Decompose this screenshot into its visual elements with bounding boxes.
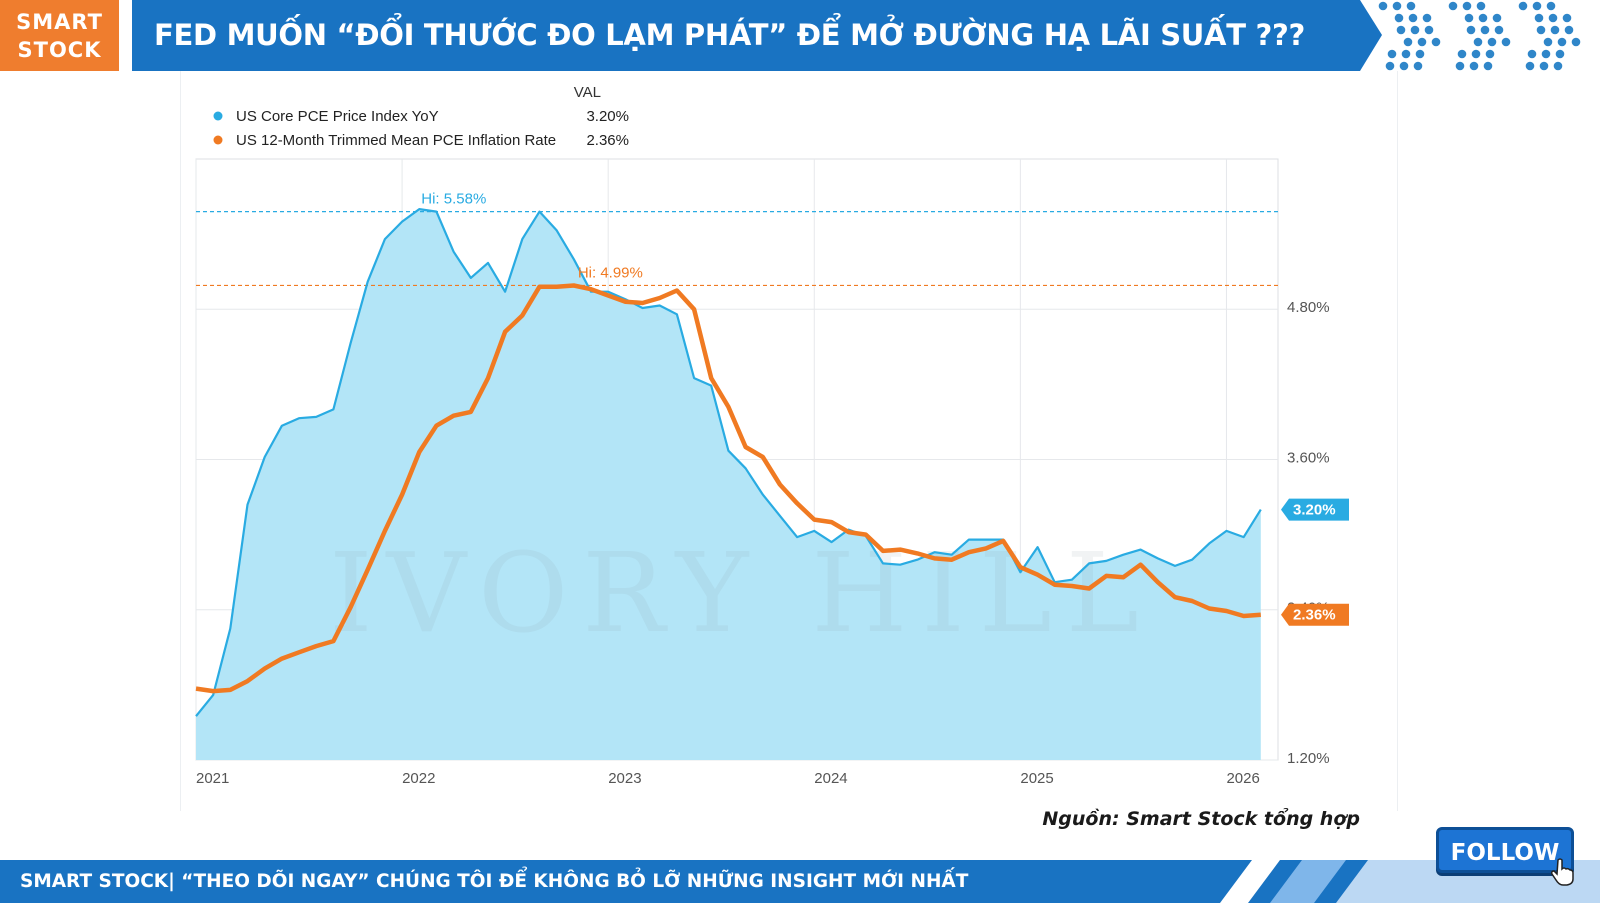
logo-line-2: STOCK <box>17 37 102 62</box>
decor-dot <box>1539 61 1549 71</box>
decor-dot <box>1406 1 1416 11</box>
decor-dot <box>1541 49 1551 59</box>
legend-header: VAL <box>574 84 601 101</box>
y-tick-label: 3.60% <box>1287 449 1330 466</box>
footer-text: SMART STOCK| “THEO DÕI NGAY” CHÚNG TÔI Đ… <box>20 871 969 892</box>
decor-dot <box>1462 1 1472 11</box>
decor-dot <box>1555 49 1565 59</box>
decor-dot <box>1564 25 1574 35</box>
decor-dot <box>1415 49 1425 59</box>
legend-marker <box>213 111 223 121</box>
decor-dot <box>1448 1 1458 11</box>
title-banner <box>132 0 1382 71</box>
decor-dot <box>1471 49 1481 59</box>
series-line-trimmed-mean-pce <box>195 283 1261 694</box>
decor-dot <box>1401 49 1411 59</box>
decor-dot <box>1478 13 1488 23</box>
decor-dot <box>1422 13 1432 23</box>
decor-dot <box>1492 13 1502 23</box>
hand-cursor-icon <box>1551 858 1574 886</box>
logo-line-1: SMART <box>16 9 103 34</box>
x-tick-label: 2023 <box>608 770 641 787</box>
last-value-tag <box>1281 603 1349 626</box>
x-tick-label: 2025 <box>1020 770 1053 787</box>
decor-dot <box>1387 49 1397 59</box>
decor-dot <box>1403 37 1413 47</box>
watermark-text: IVORY HILL <box>329 529 1153 657</box>
decor-dot <box>1385 61 1395 71</box>
decor-dot <box>1487 37 1497 47</box>
decor-dot <box>1464 13 1474 23</box>
decor-dot <box>1396 25 1406 35</box>
chart-panel: 1.20%2.40%3.60%4.80%20212022202320242025… <box>180 71 1398 811</box>
page-title: FED MUỐN “ĐỔI THƯỚC ĐO LẠM PHÁT” ĐỂ MỞ Đ… <box>154 18 1306 52</box>
legend-series-value: 2.36% <box>586 132 629 149</box>
decor-dot <box>1431 37 1441 47</box>
last-value-tag-label: 2.36% <box>1293 607 1336 624</box>
x-tick-label: 2022 <box>402 770 435 787</box>
hi-label: Hi: 5.58% <box>421 191 486 208</box>
decor-dot <box>1532 1 1542 11</box>
legend-series-name: US Core PCE Price Index YoY <box>236 108 439 125</box>
decor-dot <box>1473 37 1483 47</box>
decor-dot <box>1399 61 1409 71</box>
dot-pattern-decoration <box>1378 1 1581 71</box>
inflation-line-chart: 1.20%2.40%3.60%4.80%20212022202320242025… <box>195 84 1349 787</box>
decor-dot <box>1394 13 1404 23</box>
smart-stock-logo: SMART STOCK <box>0 0 119 71</box>
decor-dot <box>1410 25 1420 35</box>
y-tick-label: 4.80% <box>1287 299 1330 316</box>
hi-label: Hi: 4.99% <box>578 264 643 281</box>
follow-button[interactable]: FOLLOW <box>1436 827 1574 873</box>
decor-dot <box>1417 37 1427 47</box>
series-line-core-pce <box>195 208 1262 717</box>
decor-dot <box>1546 1 1556 11</box>
decor-dot <box>1525 61 1535 71</box>
decor-dot <box>1485 49 1495 59</box>
decor-dot <box>1455 61 1465 71</box>
decor-dot <box>1518 1 1528 11</box>
source-note: Nguồn: Smart Stock tổng hợp <box>1042 808 1360 830</box>
decor-dot <box>1476 1 1486 11</box>
decor-dot <box>1378 1 1388 11</box>
decor-dot <box>1534 13 1544 23</box>
legend-series-value: 3.20% <box>586 108 629 125</box>
x-tick-label: 2021 <box>196 770 229 787</box>
decor-dot <box>1392 1 1402 11</box>
decor-dot <box>1550 25 1560 35</box>
legend-series-name: US 12-Month Trimmed Mean PCE Inflation R… <box>236 132 556 149</box>
decor-dot <box>1562 13 1572 23</box>
decor-dot <box>1408 13 1418 23</box>
series-area-core-pce <box>196 209 1261 761</box>
decor-dot <box>1501 37 1511 47</box>
decor-dot <box>1480 25 1490 35</box>
last-value-tag <box>1281 498 1349 521</box>
decor-dot <box>1548 13 1558 23</box>
decor-dot <box>1543 37 1553 47</box>
x-tick-label: 2024 <box>814 770 847 787</box>
decor-dot <box>1424 25 1434 35</box>
last-value-tag-label: 3.20% <box>1293 502 1336 519</box>
decor-dot <box>1457 49 1467 59</box>
decor-dot <box>1536 25 1546 35</box>
decor-dot <box>1557 37 1567 47</box>
y-tick-label: 1.20% <box>1287 750 1330 767</box>
footer-banner: SMART STOCK| “THEO DÕI NGAY” CHÚNG TÔI Đ… <box>0 860 1600 903</box>
decor-dot <box>1527 49 1537 59</box>
decor-dot <box>1413 61 1423 71</box>
decor-dot <box>1466 25 1476 35</box>
decor-dot <box>1469 61 1479 71</box>
legend-marker <box>213 135 223 145</box>
decor-dot <box>1571 37 1581 47</box>
x-tick-label: 2026 <box>1226 770 1259 787</box>
decor-dot <box>1553 61 1563 71</box>
decor-dot <box>1483 61 1493 71</box>
decor-dot <box>1494 25 1504 35</box>
